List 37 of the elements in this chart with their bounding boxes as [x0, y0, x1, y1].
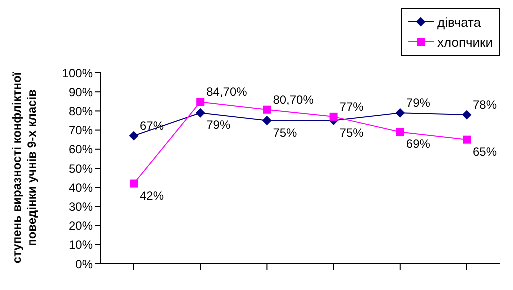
y-tick-label: 50%	[68, 162, 94, 176]
point	[396, 108, 405, 118]
point	[130, 132, 138, 141]
y-tick-label: 0%	[76, 257, 94, 272]
y-tick-label: 100%	[62, 66, 94, 80]
legend-label: дівчата	[438, 14, 482, 30]
data-label: 79%	[206, 118, 231, 132]
point	[130, 180, 138, 188]
data-label: 75%	[273, 126, 298, 140]
data-label: 75%	[340, 126, 364, 140]
legend-label: хлопчики	[438, 34, 493, 50]
point	[196, 108, 206, 118]
y-tick-label: 30%	[68, 200, 94, 214]
data-label: 42%	[140, 188, 164, 203]
y-tick-label: 40%	[68, 180, 94, 195]
point	[196, 98, 205, 106]
data-label: 78%	[473, 98, 498, 112]
data-label: 79%	[406, 96, 431, 110]
y-tick-label: 90%	[68, 85, 94, 100]
point	[263, 106, 272, 114]
point	[396, 128, 404, 136]
point	[463, 136, 471, 144]
data-label: 84,70%	[206, 85, 248, 100]
point	[330, 112, 338, 121]
point	[462, 110, 472, 120]
y-tick-label: 20%	[68, 219, 94, 234]
point	[262, 116, 272, 126]
data-label: 77%	[340, 100, 364, 114]
data-label: 65%	[473, 144, 498, 159]
y-tick-label: 80%	[68, 104, 94, 118]
y-tick-label: 60%	[68, 142, 94, 157]
data-label: 69%	[406, 137, 431, 152]
data-label: 67%	[140, 119, 164, 134]
y-tick-label: 70%	[68, 124, 94, 138]
y-tick-label: 10%	[68, 238, 94, 252]
data-label: 80,70%	[273, 92, 314, 107]
y-axis-title: ступень виразності конфліктної поведінки учнів 9-х класів	[10, 72, 39, 264]
